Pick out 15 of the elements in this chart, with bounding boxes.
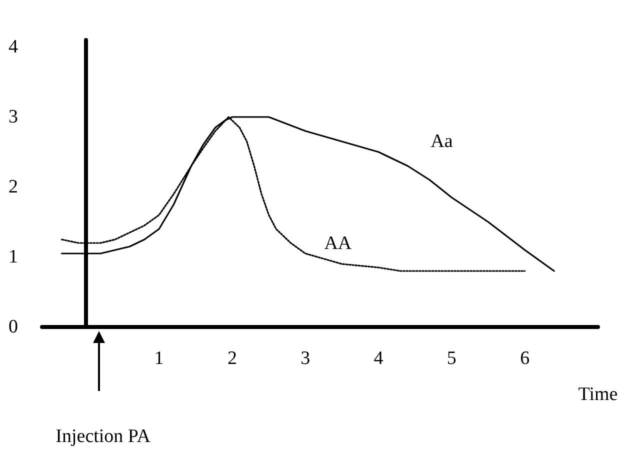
x-tick-label: 5 [446, 348, 456, 369]
text: Injection PA [56, 426, 150, 448]
x-tick-label: 1 [154, 348, 164, 369]
series-label: Aa [430, 131, 453, 153]
y-tick-label: 1 [8, 246, 18, 268]
x-axis-title: Time [578, 384, 618, 405]
y-tick-label: 4 [8, 36, 18, 58]
x-tick-label: 6 [520, 348, 530, 369]
y-tick-label: 0 [8, 316, 18, 338]
y-tick-label: 3 [8, 106, 18, 128]
x-tick-label: 3 [300, 348, 310, 369]
series-label: AA [324, 233, 352, 255]
x-tick-label: 4 [374, 348, 384, 369]
y-tick-label: 2 [8, 176, 18, 198]
x-tick-label: 2 [227, 348, 237, 369]
